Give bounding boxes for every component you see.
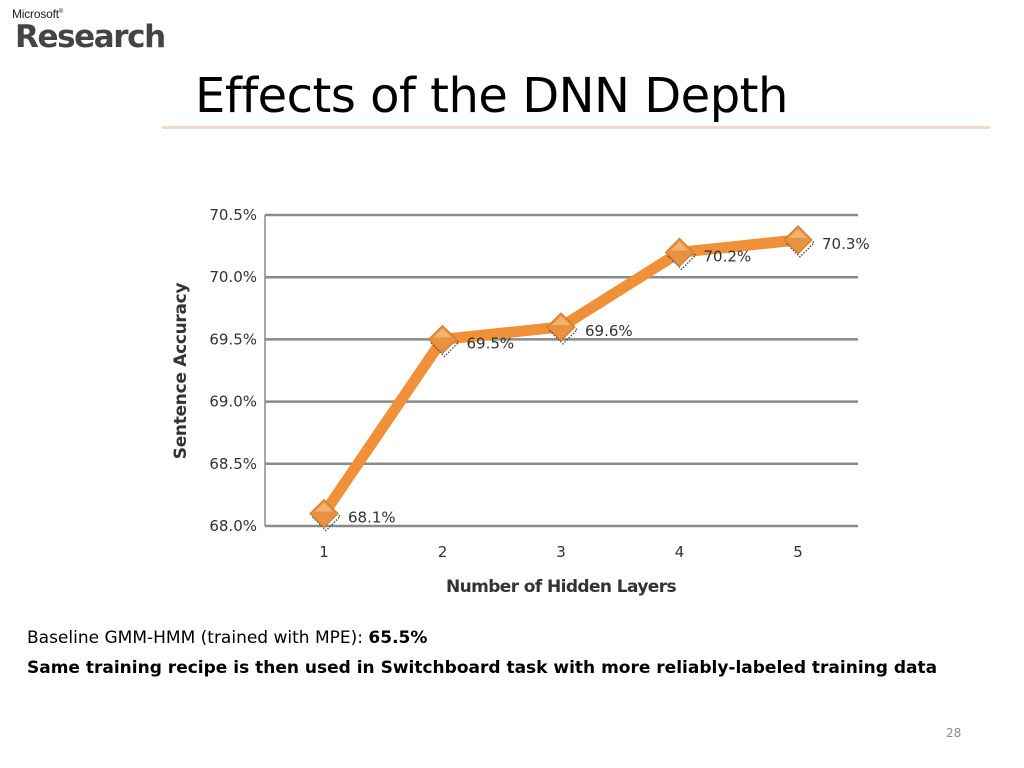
- page-number: 28: [946, 726, 962, 740]
- x-tick-label: 4: [675, 543, 685, 561]
- data-label: 69.6%: [585, 322, 633, 340]
- data-point-highlight: [315, 502, 333, 512]
- y-tick-label: 68.0%: [209, 517, 257, 535]
- data-point: [309, 498, 339, 529]
- logo-microsoft-text: Microsoft®: [12, 7, 64, 21]
- data-point-highlight: [789, 228, 807, 238]
- data-label: 70.3%: [822, 235, 870, 253]
- baseline-text: Baseline GMM-HMM (trained with MPE):: [27, 628, 369, 648]
- x-tick-label: 3: [556, 543, 566, 561]
- data-label: 68.1%: [348, 509, 396, 527]
- x-axis-title: Number of Hidden Layers: [446, 577, 677, 597]
- data-label: 69.5%: [467, 334, 515, 352]
- data-point: [427, 324, 458, 355]
- series-line: [318, 234, 804, 520]
- x-tick-label: 1: [319, 543, 329, 561]
- data-point-highlight: [552, 315, 570, 325]
- x-tick-label: 5: [793, 543, 803, 561]
- baseline-value: 65.5%: [368, 628, 428, 648]
- slide-title: Effects of the DNN Depth: [195, 68, 788, 124]
- y-tick-label: 69.0%: [209, 393, 257, 411]
- y-tick-label: 69.5%: [209, 330, 257, 348]
- y-tick-label: 70.5%: [209, 206, 257, 224]
- title-divider: [162, 126, 990, 129]
- y-axis-title: Sentence Accuracy: [171, 283, 191, 460]
- data-point-highlight: [670, 241, 689, 251]
- microsoft-research-logo: Microsoft® Research: [12, 6, 166, 55]
- y-tick-label: 70.0%: [209, 268, 257, 286]
- baseline-line: Baseline GMM-HMM (trained with MPE): 65.…: [27, 623, 1007, 653]
- data-point: [546, 312, 576, 342]
- data-point: [664, 237, 695, 268]
- logo-research-text: Research: [15, 19, 166, 55]
- slide-body: Baseline GMM-HMM (trained with MPE): 65.…: [27, 623, 1007, 683]
- y-tick-label: 68.5%: [209, 455, 257, 473]
- data-label: 70.2%: [704, 247, 752, 265]
- x-tick-label: 2: [438, 543, 448, 561]
- data-point-highlight: [433, 328, 452, 338]
- data-point: [783, 225, 813, 255]
- recipe-note: Same training recipe is then used in Swi…: [27, 658, 938, 678]
